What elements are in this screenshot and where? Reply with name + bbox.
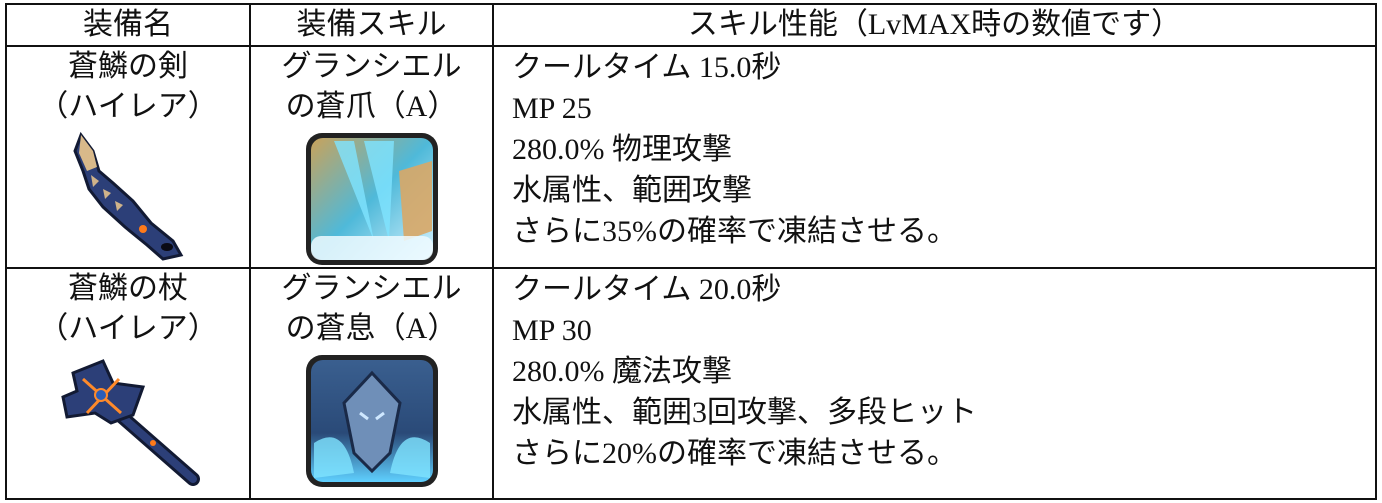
cooldown: クールタイム 20.0秒 [512, 273, 782, 306]
skill-name-cont: の蒼爪（A） [285, 90, 458, 123]
effect: さらに35%の確率で凍結させる。 [512, 215, 957, 248]
equipment-name: 蒼鱗の剣 [68, 50, 188, 83]
attribute: 水属性、範囲3回攻撃、多段ヒット [512, 396, 977, 429]
mp-cost: MP 30 [512, 314, 592, 347]
header-equipment-name: 装備名 [5, 3, 251, 47]
skill-table: 装備名 装備スキル スキル性能（LvMAX時の数値です） 蒼鱗の剣 （ハイレア）… [5, 3, 1377, 500]
skill-name-cont: の蒼息（A） [285, 312, 458, 345]
header-skill-performance: スキル性能（LvMAX時の数値です） [492, 3, 1377, 47]
table-row: 蒼鱗の剣 （ハイレア） グランシエル の蒼爪（A） クール [5, 45, 1377, 269]
blue-claw-skill-icon [305, 133, 438, 265]
mp-cost: MP 25 [512, 92, 592, 125]
header-equipment-skill: 装備スキル [249, 3, 494, 47]
equipment-name: 蒼鱗の杖 [68, 272, 188, 305]
skill-name: グランシエル [281, 50, 462, 83]
equipment-cell: 蒼鱗の剣 （ハイレア） [5, 45, 251, 269]
skill-cell: グランシエル の蒼息（A） [249, 267, 494, 500]
blue-scale-staff-icon [61, 359, 200, 486]
effect: さらに20%の確率で凍結させる。 [512, 437, 957, 470]
header-row: 装備名 装備スキル スキル性能（LvMAX時の数値です） [5, 3, 1377, 47]
blue-breath-skill-icon [305, 355, 438, 487]
performance-cell: クールタイム 15.0秒 MP 25 280.0% 物理攻撃 水属性、範囲攻撃 … [492, 45, 1377, 269]
equipment-rarity: （ハイレア） [38, 90, 218, 123]
skill-cell: グランシエル の蒼爪（A） [249, 45, 494, 269]
skill-name: グランシエル [281, 272, 462, 305]
table-row: 蒼鱗の杖 （ハイレア） グランシエル の蒼息（A） [5, 267, 1377, 500]
equipment-rarity: （ハイレア） [38, 312, 218, 345]
damage: 280.0% 魔法攻撃 [512, 355, 732, 388]
cooldown: クールタイム 15.0秒 [512, 51, 782, 84]
damage: 280.0% 物理攻撃 [512, 133, 732, 166]
blue-scale-sword-icon [73, 131, 184, 261]
equipment-cell: 蒼鱗の杖 （ハイレア） [5, 267, 251, 500]
performance-cell: クールタイム 20.0秒 MP 30 280.0% 魔法攻撃 水属性、範囲3回攻… [492, 267, 1377, 500]
attribute: 水属性、範囲攻撃 [512, 174, 752, 207]
